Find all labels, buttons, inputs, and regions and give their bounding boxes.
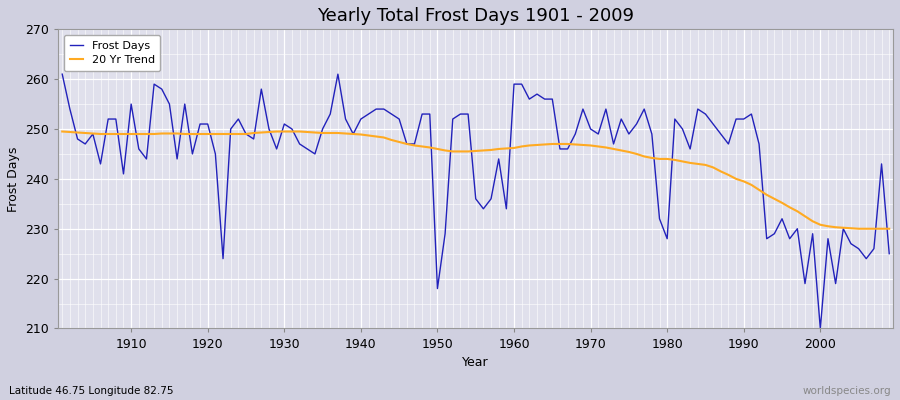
Frost Days xyxy=(501,206,512,211)
Legend: Frost Days, 20 Yr Trend: Frost Days, 20 Yr Trend xyxy=(64,35,160,71)
20 Yr Trend xyxy=(508,146,519,150)
20 Yr Trend xyxy=(600,145,611,150)
Frost Days xyxy=(600,107,611,112)
20 Yr Trend xyxy=(332,130,343,135)
Frost Days xyxy=(332,72,343,76)
Frost Days xyxy=(814,326,825,331)
20 Yr Trend xyxy=(884,226,895,231)
Frost Days xyxy=(57,72,68,76)
Y-axis label: Frost Days: Frost Days xyxy=(7,146,20,212)
20 Yr Trend xyxy=(286,129,297,134)
20 Yr Trend xyxy=(501,146,512,151)
Frost Days xyxy=(118,172,129,176)
Text: worldspecies.org: worldspecies.org xyxy=(803,386,891,396)
X-axis label: Year: Year xyxy=(463,356,489,369)
Frost Days xyxy=(286,127,297,132)
Line: Frost Days: Frost Days xyxy=(62,74,889,328)
20 Yr Trend xyxy=(853,226,864,231)
Line: 20 Yr Trend: 20 Yr Trend xyxy=(62,132,889,229)
Text: Latitude 46.75 Longitude 82.75: Latitude 46.75 Longitude 82.75 xyxy=(9,386,174,396)
Frost Days xyxy=(508,82,519,86)
20 Yr Trend xyxy=(118,132,129,136)
20 Yr Trend xyxy=(57,129,68,134)
Title: Yearly Total Frost Days 1901 - 2009: Yearly Total Frost Days 1901 - 2009 xyxy=(317,7,634,25)
Frost Days xyxy=(884,251,895,256)
